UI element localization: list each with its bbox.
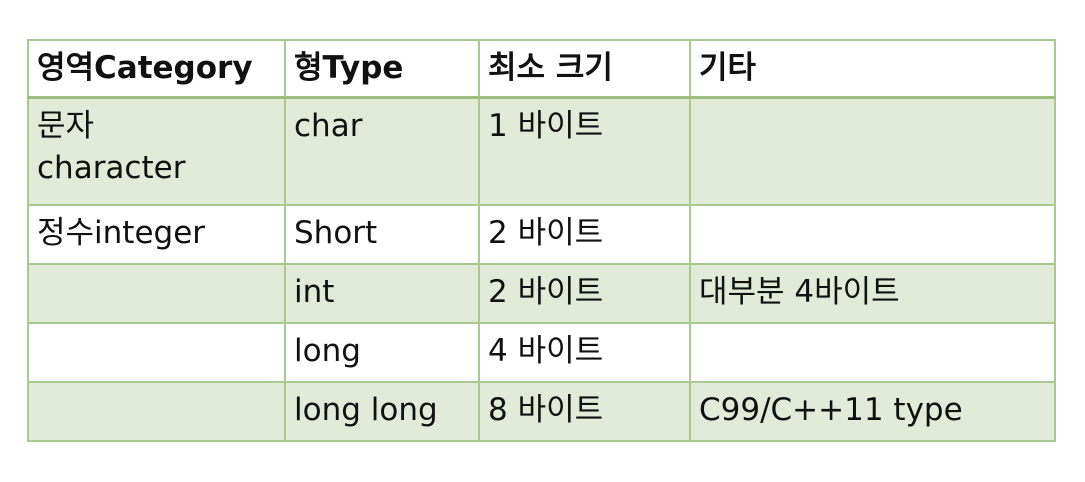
cell-category [27, 263, 286, 324]
table-row: 정수integer Short 2 바이트 [27, 204, 1056, 265]
cell-other [689, 322, 1056, 383]
cell-type: char [284, 96, 480, 206]
category-line-1: 문자 [37, 107, 95, 144]
data-type-table: 영역Category 형Type 최소 크기 기타 문자 character ch… [27, 39, 1056, 442]
cell-other [689, 204, 1056, 265]
header-min-size: 최소 크기 [478, 39, 691, 99]
cell-type: Short [284, 204, 480, 265]
cell-category [27, 381, 286, 442]
header-category: 영역Category [27, 39, 286, 99]
header-type: 형Type [284, 39, 480, 99]
cell-category: 정수integer [27, 204, 286, 265]
table-header-row: 영역Category 형Type 최소 크기 기타 [27, 39, 1056, 99]
cell-type: long [284, 322, 480, 383]
cell-category: 문자 character [27, 96, 286, 206]
cell-type: int [284, 263, 480, 324]
cell-min-size: 8 바이트 [478, 381, 691, 442]
cell-min-size: 2 바이트 [478, 263, 691, 324]
header-other: 기타 [689, 39, 1056, 99]
table-row: long long 8 바이트 C99/C++11 type [27, 381, 1056, 442]
table-row: 문자 character char 1 바이트 [27, 96, 1056, 206]
data-type-table-container: 영역Category 형Type 최소 크기 기타 문자 character ch… [27, 39, 1056, 442]
cell-min-size: 4 바이트 [478, 322, 691, 383]
cell-min-size: 1 바이트 [478, 96, 691, 206]
cell-min-size: 2 바이트 [478, 204, 691, 265]
category-line-2: character [37, 149, 186, 186]
table-row: int 2 바이트 대부분 4바이트 [27, 263, 1056, 324]
cell-other: 대부분 4바이트 [689, 263, 1056, 324]
cell-type: long long [284, 381, 480, 442]
table-row: long 4 바이트 [27, 322, 1056, 383]
cell-category [27, 322, 286, 383]
cell-other: C99/C++11 type [689, 381, 1056, 442]
cell-other [689, 96, 1056, 206]
